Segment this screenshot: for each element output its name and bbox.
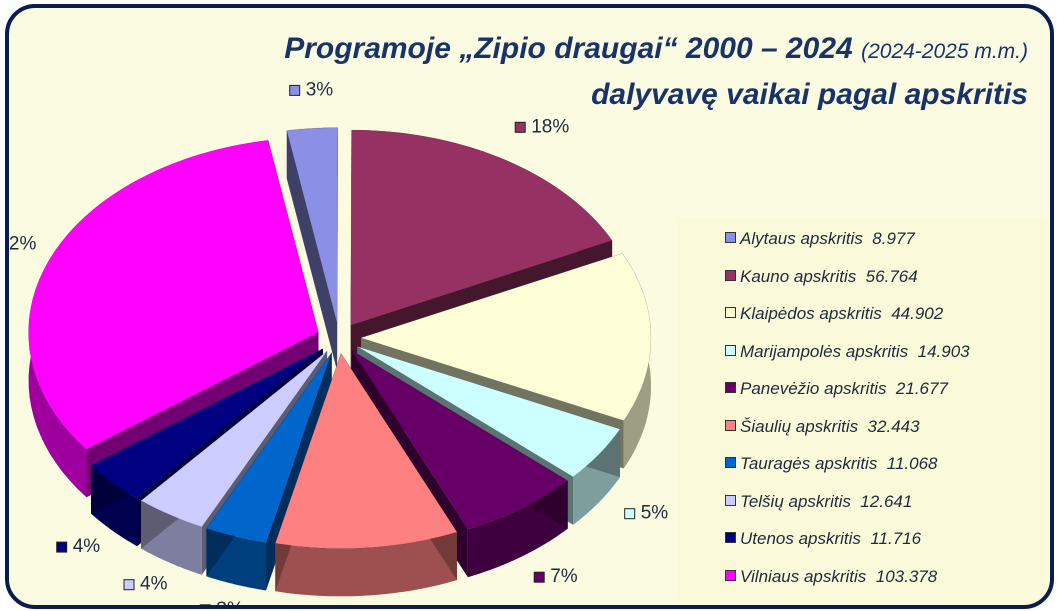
legend-item: Vilniaus apskritis 103.378 bbox=[725, 566, 937, 588]
pie-pct-label: 32% bbox=[9, 234, 36, 255]
legend-value: 8.977 bbox=[862, 229, 915, 248]
legend-item: Klaipėdos apskritis 44.902 bbox=[725, 303, 943, 325]
chart-subtitle: dalyvavę vaikai pagal apskritis bbox=[591, 78, 1028, 111]
pie-slice bbox=[351, 350, 569, 530]
pie-slice bbox=[140, 350, 328, 528]
legend-swatch bbox=[725, 419, 736, 431]
pie-pct-label: 18% bbox=[514, 116, 569, 137]
legend-swatch bbox=[725, 232, 736, 243]
pie-slice bbox=[28, 139, 319, 450]
pie-top-layer bbox=[28, 127, 652, 549]
legend-item: Utenos apskritis 11.716 bbox=[725, 528, 921, 550]
legend-swatch bbox=[725, 532, 736, 543]
legend-value: 103.378 bbox=[866, 566, 938, 586]
svg-text:4%: 4% bbox=[140, 574, 168, 595]
pie-pct-label: 7% bbox=[533, 566, 578, 587]
pie-pct-label: 4% bbox=[123, 574, 168, 595]
pie-slice bbox=[205, 352, 332, 543]
svg-text:18%: 18% bbox=[531, 116, 569, 137]
pie-pct-label: 3% bbox=[289, 79, 334, 100]
legend-swatch bbox=[725, 307, 736, 318]
pie-pct-label: 4% bbox=[56, 536, 101, 557]
legend-label: Utenos apskritis bbox=[740, 529, 861, 548]
legend-label: Telšių apskritis bbox=[740, 491, 851, 511]
chart-frame: Programoje „Zipio draugai“ 2000 – 2024 (… bbox=[5, 4, 1054, 609]
legend-item: Marijampolės apskritis 14.903 bbox=[725, 341, 970, 363]
legend-label: Šiaulių apskritis bbox=[740, 416, 859, 436]
legend-swatch bbox=[725, 457, 736, 468]
legend-item: Kauno apskritis 56.764 bbox=[725, 266, 918, 288]
legend-value: 56.764 bbox=[856, 266, 918, 286]
legend-swatch bbox=[725, 382, 736, 393]
pie-slice bbox=[357, 346, 621, 478]
legend-value: 11.068 bbox=[877, 454, 938, 473]
legend-label: Kauno apskritis bbox=[740, 266, 857, 286]
chart-title-period: (2024-2025 m.m.) bbox=[861, 40, 1028, 63]
legend: Alytaus apskritis 8.977 Kauno apskritis 5… bbox=[677, 218, 1047, 601]
pie-slice bbox=[90, 348, 324, 499]
pie-slice bbox=[274, 352, 458, 549]
legend-value: 12.641 bbox=[850, 491, 913, 511]
legend-item: Telšių apskritis 12.641 bbox=[725, 491, 912, 513]
pie-pct-label: 3% bbox=[199, 599, 244, 605]
pie-slice bbox=[360, 253, 652, 421]
legend-item: Panevėžio apskritis 21.677 bbox=[725, 378, 948, 400]
legend-label: Panevėžio apskritis bbox=[740, 379, 887, 398]
legend-swatch bbox=[725, 344, 736, 356]
pie-slice bbox=[286, 127, 339, 323]
legend-item: Šiaulių apskritis 32.443 bbox=[725, 416, 920, 438]
legend-label: Vilniaus apskritis bbox=[740, 566, 867, 586]
svg-text:32%: 32% bbox=[9, 234, 36, 255]
legend-swatch bbox=[725, 269, 736, 281]
svg-text:7%: 7% bbox=[550, 566, 578, 587]
svg-text:3%: 3% bbox=[216, 599, 244, 605]
svg-text:3%: 3% bbox=[306, 79, 334, 100]
svg-text:4%: 4% bbox=[73, 536, 101, 557]
legend-label: Tauragės apskritis bbox=[740, 454, 878, 473]
legend-swatch bbox=[725, 494, 736, 506]
legend-label: Marijampolės apskritis bbox=[740, 341, 909, 361]
svg-text:5%: 5% bbox=[641, 503, 669, 524]
pie-slice bbox=[350, 129, 613, 326]
legend-label: Klaipėdos apskritis bbox=[740, 304, 882, 323]
pie-chart: 3%18%14%5%7%10%3%4%4%32% bbox=[9, 79, 739, 605]
legend-value: 44.902 bbox=[881, 304, 944, 323]
legend-swatch bbox=[725, 569, 736, 581]
legend-value: 11.716 bbox=[860, 529, 922, 548]
chart-title-main: Programoje „Zipio draugai“ 2000 – 2024 bbox=[284, 32, 853, 65]
legend-item: Tauragės apskritis 11.068 bbox=[725, 453, 938, 475]
legend-label: Alytaus apskritis bbox=[740, 229, 863, 248]
legend-value: 14.903 bbox=[908, 341, 970, 361]
pie-pct-label: 5% bbox=[624, 503, 669, 524]
legend-value: 21.677 bbox=[886, 379, 948, 398]
legend-value: 32.443 bbox=[858, 416, 920, 436]
chart-title: Programoje „Zipio draugai“ 2000 – 2024 (… bbox=[284, 32, 1028, 66]
legend-item: Alytaus apskritis 8.977 bbox=[725, 228, 915, 250]
